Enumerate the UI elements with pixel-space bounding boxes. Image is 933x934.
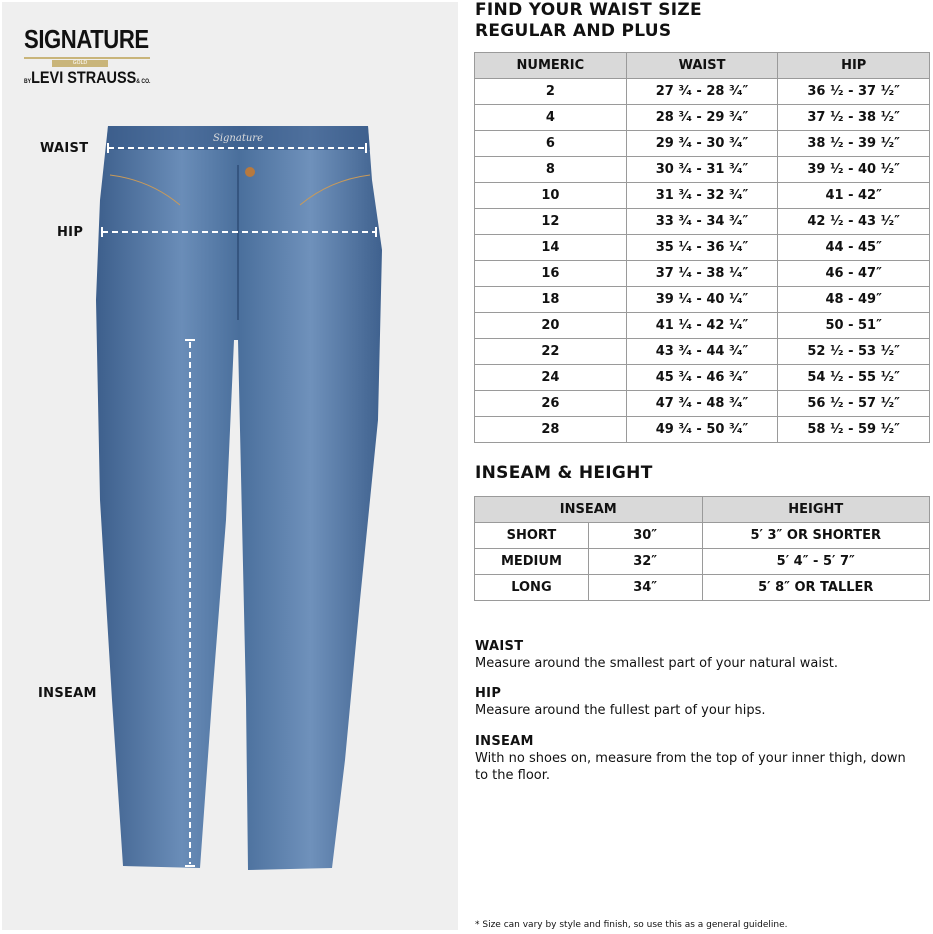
table-row: 16 37 ¹⁄₄ - 38 ¹⁄₄″ 46 - 47″ bbox=[474, 260, 930, 287]
table-row: 2 27 ³⁄₄ - 28 ³⁄₄″ 36 ¹⁄₂ - 37 ¹⁄₂″ bbox=[474, 78, 930, 105]
table-cell: 20 bbox=[474, 312, 627, 339]
table-cell: 35 ¹⁄₄ - 36 ¹⁄₄″ bbox=[625, 234, 779, 261]
table-cell: 46 - 47″ bbox=[777, 260, 930, 287]
table-cell: 8 bbox=[474, 156, 627, 183]
column-header: HEIGHT bbox=[701, 496, 930, 523]
table-row: 28 49 ³⁄₄ - 50 ³⁄₄″ 58 ¹⁄₂ - 59 ¹⁄₂″ bbox=[474, 416, 930, 443]
table-cell: 44 - 45″ bbox=[777, 234, 930, 261]
footnote: * Size can vary by style and finish, so … bbox=[475, 920, 788, 930]
table-row: 18 39 ¹⁄₄ - 40 ¹⁄₄″ 48 - 49″ bbox=[474, 286, 930, 313]
table-row: 22 43 ³⁄₄ - 44 ³⁄₄″ 52 ¹⁄₂ - 53 ¹⁄₂″ bbox=[474, 338, 930, 365]
guide-hip: HIP Measure around the fullest part of yo… bbox=[475, 686, 766, 718]
table-cell: 49 ³⁄₄ - 50 ³⁄₄″ bbox=[625, 416, 779, 443]
table-cell: 56 ¹⁄₂ - 57 ¹⁄₂″ bbox=[777, 390, 930, 417]
table-cell: 50 - 51″ bbox=[777, 312, 930, 339]
table-cell: 28 ³⁄₄ - 29 ³⁄₄″ bbox=[625, 104, 779, 131]
table-cell: 30″ bbox=[587, 522, 703, 549]
table-cell: 5′ 4″ - 5′ 7″ bbox=[701, 548, 930, 575]
table-cell: LONG bbox=[474, 574, 589, 601]
logo-subtext: BYLEVI STRAUSS& CO. bbox=[24, 68, 151, 87]
column-header: INSEAM bbox=[474, 496, 703, 523]
table-cell: 16 bbox=[474, 260, 627, 287]
table-cell: 39 ¹⁄₄ - 40 ¹⁄₄″ bbox=[625, 286, 779, 313]
guide-inseam: INSEAM With no shoes on, measure from the… bbox=[475, 734, 906, 783]
logo-badge: GOLD bbox=[52, 60, 108, 67]
waist-label: WAIST bbox=[40, 141, 89, 156]
table-row: 6 29 ³⁄₄ - 30 ³⁄₄″ 38 ¹⁄₂ - 39 ¹⁄₂″ bbox=[474, 130, 930, 157]
table-cell: SHORT bbox=[474, 522, 589, 549]
table-cell: 18 bbox=[474, 286, 627, 313]
table-cell: 4 bbox=[474, 104, 627, 131]
table-cell: 48 - 49″ bbox=[777, 286, 930, 313]
table-row: SHORT 30″ 5′ 3″ OR SHORTER bbox=[474, 522, 930, 549]
table-cell: 24 bbox=[474, 364, 627, 391]
table-cell: 29 ³⁄₄ - 30 ³⁄₄″ bbox=[625, 130, 779, 157]
inseam-label: INSEAM bbox=[38, 686, 97, 701]
table-row: LONG 34″ 5′ 8″ OR TALLER bbox=[474, 574, 930, 601]
column-header: HIP bbox=[777, 52, 930, 79]
table-cell: 42 ¹⁄₂ - 43 ¹⁄₂″ bbox=[777, 208, 930, 235]
table-cell: 14 bbox=[474, 234, 627, 261]
table-row: 4 28 ³⁄₄ - 29 ³⁄₄″ 37 ¹⁄₂ - 38 ¹⁄₂″ bbox=[474, 104, 930, 131]
table-cell: 10 bbox=[474, 182, 627, 209]
waist-size-title: FIND YOUR WAIST SIZE REGULAR AND PLUS bbox=[475, 0, 702, 41]
table-cell: 31 ³⁄₄ - 32 ³⁄₄″ bbox=[625, 182, 779, 209]
table-row: 14 35 ¹⁄₄ - 36 ¹⁄₄″ 44 - 45″ bbox=[474, 234, 930, 261]
table-cell: 27 ³⁄₄ - 28 ³⁄₄″ bbox=[625, 78, 779, 105]
table-cell: 32″ bbox=[587, 548, 703, 575]
jeans-illustration: Signature bbox=[96, 126, 382, 870]
inseam-height-table: INSEAM HEIGHT SHORT 30″ 5′ 3″ OR SHORTER ME… bbox=[474, 496, 930, 601]
column-header: WAIST bbox=[625, 52, 779, 79]
table-cell: 26 bbox=[474, 390, 627, 417]
table-cell: 45 ³⁄₄ - 46 ³⁄₄″ bbox=[625, 364, 779, 391]
table-cell: 47 ³⁄₄ - 48 ³⁄₄″ bbox=[625, 390, 779, 417]
hip-label: HIP bbox=[57, 225, 84, 240]
table-cell: 54 ¹⁄₂ - 55 ¹⁄₂″ bbox=[777, 364, 930, 391]
table-row: MEDIUM 32″ 5′ 4″ - 5′ 7″ bbox=[474, 548, 930, 575]
table-cell: 5′ 3″ OR SHORTER bbox=[701, 522, 930, 549]
waist-size-table: NUMERIC WAIST HIP 2 27 ³⁄₄ - 28 ³⁄₄″ 36 ¹⁄… bbox=[474, 52, 930, 443]
column-header: NUMERIC bbox=[474, 52, 627, 79]
table-row: 20 41 ¹⁄₄ - 42 ¹⁄₄″ 50 - 51″ bbox=[474, 312, 930, 339]
inseam-title: INSEAM & HEIGHT bbox=[475, 463, 653, 483]
table-row: 8 30 ³⁄₄ - 31 ³⁄₄″ 39 ¹⁄₂ - 40 ¹⁄₂″ bbox=[474, 156, 930, 183]
table-row: 24 45 ³⁄₄ - 46 ³⁄₄″ 54 ¹⁄₂ - 55 ¹⁄₂″ bbox=[474, 364, 930, 391]
table-cell: 41 ¹⁄₄ - 42 ¹⁄₄″ bbox=[625, 312, 779, 339]
table-cell: 22 bbox=[474, 338, 627, 365]
logo-text: SIGNATURE bbox=[24, 24, 149, 54]
table-cell: 37 ¹⁄₄ - 38 ¹⁄₄″ bbox=[625, 260, 779, 287]
table-cell: MEDIUM bbox=[474, 548, 589, 575]
table-cell: 58 ¹⁄₂ - 59 ¹⁄₂″ bbox=[777, 416, 930, 443]
jeans-label: Signature bbox=[213, 133, 263, 144]
table-row: 12 33 ³⁄₄ - 34 ³⁄₄″ 42 ¹⁄₂ - 43 ¹⁄₂″ bbox=[474, 208, 930, 235]
table-cell: 5′ 8″ OR TALLER bbox=[701, 574, 930, 601]
table-cell: 38 ¹⁄₂ - 39 ¹⁄₂″ bbox=[777, 130, 930, 157]
table-cell: 43 ³⁄₄ - 44 ³⁄₄″ bbox=[625, 338, 779, 365]
brand-logo: SIGNATURE GOLD BYLEVI STRAUSS& CO. bbox=[24, 24, 154, 88]
table-row: 26 47 ³⁄₄ - 48 ³⁄₄″ 56 ¹⁄₂ - 57 ¹⁄₂″ bbox=[474, 390, 930, 417]
table-cell: 30 ³⁄₄ - 31 ³⁄₄″ bbox=[625, 156, 779, 183]
table-cell: 6 bbox=[474, 130, 627, 157]
guide-waist: WAIST Measure around the smallest part of… bbox=[475, 639, 838, 671]
table-cell: 33 ³⁄₄ - 34 ³⁄₄″ bbox=[625, 208, 779, 235]
table-cell: 36 ¹⁄₂ - 37 ¹⁄₂″ bbox=[777, 78, 930, 105]
table-cell: 41 - 42″ bbox=[777, 182, 930, 209]
table-cell: 37 ¹⁄₂ - 38 ¹⁄₂″ bbox=[777, 104, 930, 131]
table-cell: 2 bbox=[474, 78, 627, 105]
table-cell: 28 bbox=[474, 416, 627, 443]
table-cell: 12 bbox=[474, 208, 627, 235]
table-row: 10 31 ³⁄₄ - 32 ³⁄₄″ 41 - 42″ bbox=[474, 182, 930, 209]
table-cell: 34″ bbox=[587, 574, 703, 601]
table-cell: 52 ¹⁄₂ - 53 ¹⁄₂″ bbox=[777, 338, 930, 365]
table-cell: 39 ¹⁄₂ - 40 ¹⁄₂″ bbox=[777, 156, 930, 183]
